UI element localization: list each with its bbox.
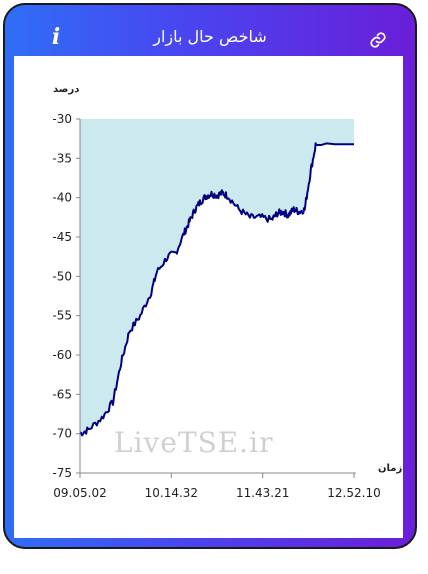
y-tick-label: -40 <box>52 191 72 205</box>
y-tick-label: -35 <box>52 151 72 165</box>
x-tick-label: 10.14.32 <box>145 486 198 500</box>
y-tick-label: -45 <box>52 230 72 244</box>
x-tick-label: 09.05.02 <box>53 486 106 500</box>
y-tick-label: -30 <box>52 112 72 126</box>
watermark: LiveTSE.ir <box>114 426 274 459</box>
y-tick-label: -75 <box>52 466 72 480</box>
series-line <box>79 142 354 437</box>
y-tick-label: -60 <box>52 348 72 362</box>
info-icon[interactable]: i <box>51 24 61 50</box>
y-tick-label: -55 <box>52 309 72 323</box>
y-axis-title: درصد <box>53 84 80 95</box>
chart-panel: -30 -35 -40 -45 -50 -55 -60 -65 -70 -75 09.05.02 10… <box>14 56 403 538</box>
y-tick-label: -65 <box>52 387 72 401</box>
market-index-card: i شاخص حال بازار -30 -35 -40 -45 -50 -55 -60 -6… <box>3 3 417 549</box>
y-tick-label: -70 <box>52 427 72 441</box>
x-axis-title: زمان <box>378 463 403 474</box>
x-tick-label: 12.52.10 <box>327 486 380 500</box>
chart-area-fill <box>80 119 354 436</box>
x-tick-label: 11.43.21 <box>236 486 289 500</box>
market-chart: -30 -35 -40 -45 -50 -55 -60 -65 -70 -75 09.05.02 10… <box>52 112 380 500</box>
link-icon[interactable] <box>369 31 387 49</box>
y-tick-label: -50 <box>52 269 72 283</box>
page-title: شاخص حال بازار <box>153 27 267 46</box>
card-header: i شاخص حال بازار <box>5 5 415 57</box>
